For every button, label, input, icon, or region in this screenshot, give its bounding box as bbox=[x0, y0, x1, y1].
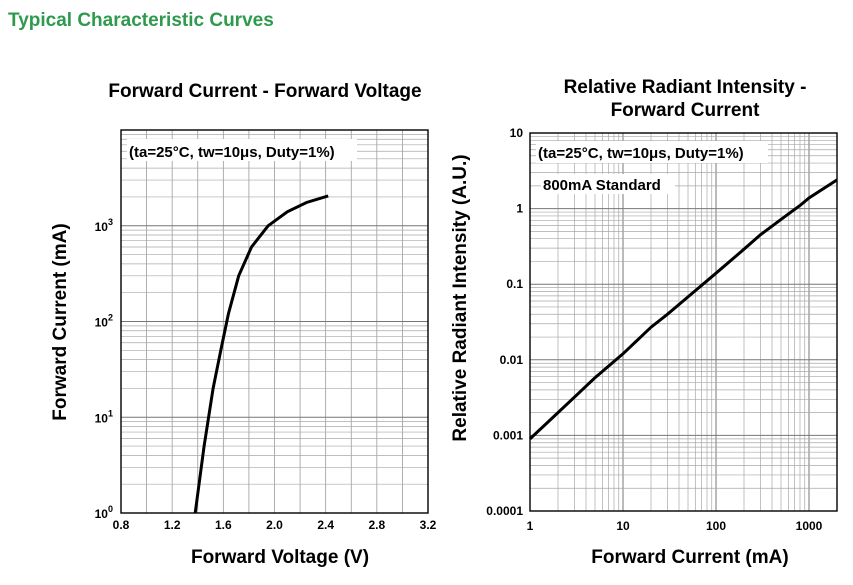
chart2-grid bbox=[529, 133, 838, 512]
chart2-ytick-label: 0.001 bbox=[493, 428, 523, 442]
chart2-xtick-label: 10 bbox=[616, 519, 630, 533]
chart1: 0.8 1.2 1.6 2.0 2.4 2.8 3.2 100 101 102 103 (ta=25… bbox=[50, 129, 437, 568]
chart1-xtick-label: 2.4 bbox=[317, 518, 334, 532]
chart2-xlabel: Forward Current (mA) bbox=[591, 547, 788, 568]
chart1-xtick-label: 1.2 bbox=[164, 518, 181, 532]
chart1-xtick-label: 3.2 bbox=[420, 518, 437, 532]
chart1-ticks: 0.8 1.2 1.6 2.0 2.4 2.8 3.2 100 101 102 103 bbox=[95, 217, 437, 532]
chart2-ytick-label: 0.01 bbox=[500, 353, 524, 367]
chart1-ytick-label: 100 bbox=[95, 504, 113, 521]
chart2: 1 10 100 1000 0.0001 0.001 0.01 0.1 1 10 (ta=25°C… bbox=[450, 126, 838, 568]
chart2-ytick-label: 0.0001 bbox=[486, 504, 523, 518]
chart2-xtick-label: 1 bbox=[527, 519, 534, 533]
chart1-grid bbox=[120, 130, 429, 514]
chart2-annotation: (ta=25°C, tw=10μs, Duty=1%) bbox=[538, 145, 744, 162]
chart1-series-line bbox=[193, 194, 329, 514]
chart2-annotation-bg bbox=[536, 141, 768, 163]
chart1-annotation: (ta=25°C, tw=10μs, Duty=1%) bbox=[129, 144, 335, 161]
chart2-xtick-label: 100 bbox=[706, 519, 726, 533]
chart1-xtick-label: 2.8 bbox=[368, 518, 385, 532]
chart1-title: Forward Current - Forward Voltage bbox=[108, 81, 422, 102]
chart2-title: Relative Radiant Intensity - Forward Cur… bbox=[563, 77, 807, 121]
chart2-annotation2: 800mA Standard bbox=[543, 177, 661, 194]
chart1-xtick-label: 0.8 bbox=[113, 518, 130, 532]
chart1-ylabel: Forward Current (mA) bbox=[50, 223, 71, 420]
chart2-ytick-label: 10 bbox=[510, 126, 524, 140]
chart1-xtick-label: 2.0 bbox=[266, 518, 283, 532]
chart2-annotation2-bg bbox=[541, 174, 675, 194]
chart2-frame bbox=[529, 132, 838, 512]
chart2-ylabel: Relative Radiant Intensity (A.U.) bbox=[450, 154, 471, 441]
section-heading: Typical Characteristic Curves bbox=[8, 10, 274, 31]
chart1-annotation-bg bbox=[127, 139, 357, 161]
chart2-xtick-label: 1000 bbox=[796, 519, 823, 533]
chart2-ticks: 1 10 100 1000 0.0001 0.001 0.01 0.1 1 10 bbox=[486, 126, 822, 533]
chart1-xlabel: Forward Voltage (V) bbox=[191, 547, 369, 568]
chart1-ytick-label: 102 bbox=[95, 313, 113, 330]
chart1-ytick-label: 101 bbox=[95, 408, 113, 425]
chart1-xtick-label: 1.6 bbox=[215, 518, 232, 532]
chart2-ytick-label: 0.1 bbox=[506, 277, 523, 291]
chart2-series-line bbox=[528, 178, 838, 440]
chart1-ytick-label: 103 bbox=[95, 217, 113, 234]
chart1-frame bbox=[120, 129, 429, 514]
chart2-ytick-label: 1 bbox=[516, 202, 523, 216]
